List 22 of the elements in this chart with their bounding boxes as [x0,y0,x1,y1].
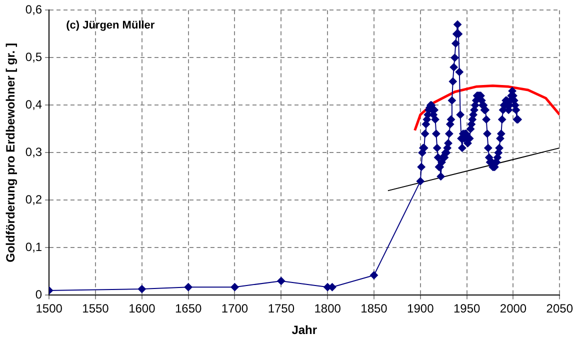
x-tick-label: 1650 [174,302,202,316]
y-tick-label: 0,2 [25,192,42,207]
y-tick-label: 0,6 [25,2,42,17]
y-tick-label: 0,3 [25,145,42,160]
x-tick-label: 1500 [36,302,63,316]
y-tick-label: 0,5 [25,50,42,64]
x-tick-label: 1550 [82,302,110,316]
x-tick-label: 1600 [128,302,156,316]
x-tick-label: 1850 [360,302,388,316]
y-tick-label: 0 [35,288,42,302]
y-axis-title: Goldförderung pro Erdbewohner [ gr. ] [4,43,18,262]
y-tick-label: 0,1 [25,240,42,254]
x-axis-title: Jahr [292,323,318,338]
x-tick-label: 1750 [268,302,295,316]
x-tick-label: 1950 [453,302,480,316]
x-tick-label: 1800 [314,302,342,316]
x-tick-label: 2050 [546,302,574,316]
x-tick-label: 2000 [500,302,527,316]
x-tick-label: 1700 [221,302,248,316]
annotation: (c) Jürgen Müller [66,20,156,32]
y-tick-label: 0,4 [25,98,42,112]
x-tick-label: 1900 [407,302,434,316]
